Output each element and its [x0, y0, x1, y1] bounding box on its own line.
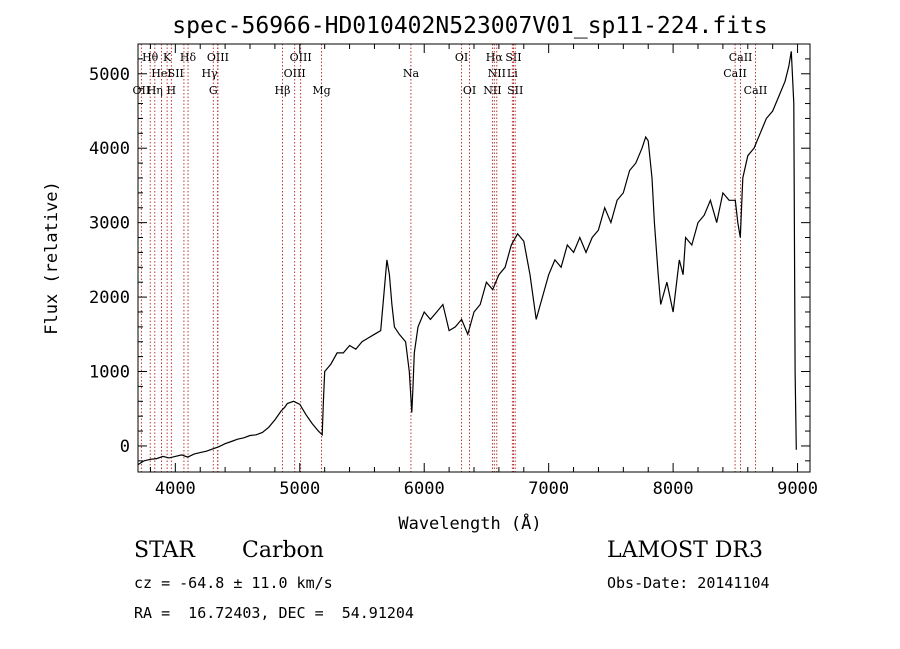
x-tick-label: 8000 [653, 479, 694, 499]
line-marker-label: SII [507, 84, 523, 97]
line-marker-label: G [209, 84, 218, 97]
y-tick-label: 5000 [89, 65, 130, 85]
line-marker-label: K [163, 51, 172, 64]
line-marker-label: H [167, 84, 177, 97]
y-tick-label: 1000 [89, 363, 130, 383]
y-axis-ticks: 0 1000 2000 3000 4000 5000 [89, 43, 810, 462]
line-marker-label: SII [505, 51, 521, 64]
line-marker-label: Hθ [142, 51, 159, 64]
line-marker-label: OIII [284, 67, 306, 80]
line-marker-label: SII [168, 67, 184, 80]
spectrum-line [137, 51, 797, 466]
y-tick-label: 3000 [89, 214, 130, 234]
plot-frame [137, 43, 811, 473]
line-marker-label: OII [133, 84, 151, 97]
line-marker-label: Hγ [201, 67, 218, 80]
y-axis-label: Flux (relative) [42, 181, 62, 335]
x-tick-label: 7000 [528, 479, 569, 499]
line-marker-label: OI [455, 51, 468, 64]
line-marker-label: CaII [729, 51, 753, 64]
x-axis-label: Wavelength (Å) [398, 512, 541, 534]
line-marker-label: Na [403, 67, 420, 80]
object-class: STAR [134, 538, 195, 563]
line-marker-label: CaII [744, 84, 768, 97]
y-tick-label: 0 [120, 437, 130, 457]
object-subclass: Carbon [242, 538, 324, 563]
y-tick-label: 4000 [89, 139, 130, 159]
x-axis-ticks: 4000 5000 6000 7000 8000 9000 [149, 44, 818, 499]
ra-dec-value: RA = 16.72403, DEC = 54.91204 [134, 604, 414, 622]
line-marker-label: CaII [723, 67, 747, 80]
x-tick-label: 6000 [404, 479, 445, 499]
survey-name: LAMOST DR3 [607, 538, 763, 563]
x-tick-label: 5000 [279, 479, 320, 499]
line-marker-label: Hβ [275, 84, 291, 97]
line-marker-label: OIII [290, 51, 312, 64]
line-marker-label: OIII [207, 51, 229, 64]
redshift-value: cz = -64.8 ± 11.0 km/s [134, 574, 333, 592]
line-marker-label: Hα [486, 51, 504, 64]
x-tick-label: 9000 [777, 479, 818, 499]
line-marker-label: HeI [151, 67, 171, 80]
line-marker-label: OI [463, 84, 476, 97]
line-marker-label: NII [488, 67, 506, 80]
x-tick-label: 4000 [155, 479, 196, 499]
line-marker-label: Li [507, 67, 518, 80]
line-marker-label: NII [483, 84, 501, 97]
obs-date: Obs-Date: 20141104 [607, 574, 770, 592]
line-marker-label: Mg [312, 84, 330, 97]
line-marker-label: Hδ [180, 51, 197, 64]
y-tick-label: 2000 [89, 288, 130, 308]
chart-title: spec-56966-HD010402N523007V01_sp11-224.f… [172, 13, 767, 39]
line-marker-label: Hη [147, 84, 163, 97]
